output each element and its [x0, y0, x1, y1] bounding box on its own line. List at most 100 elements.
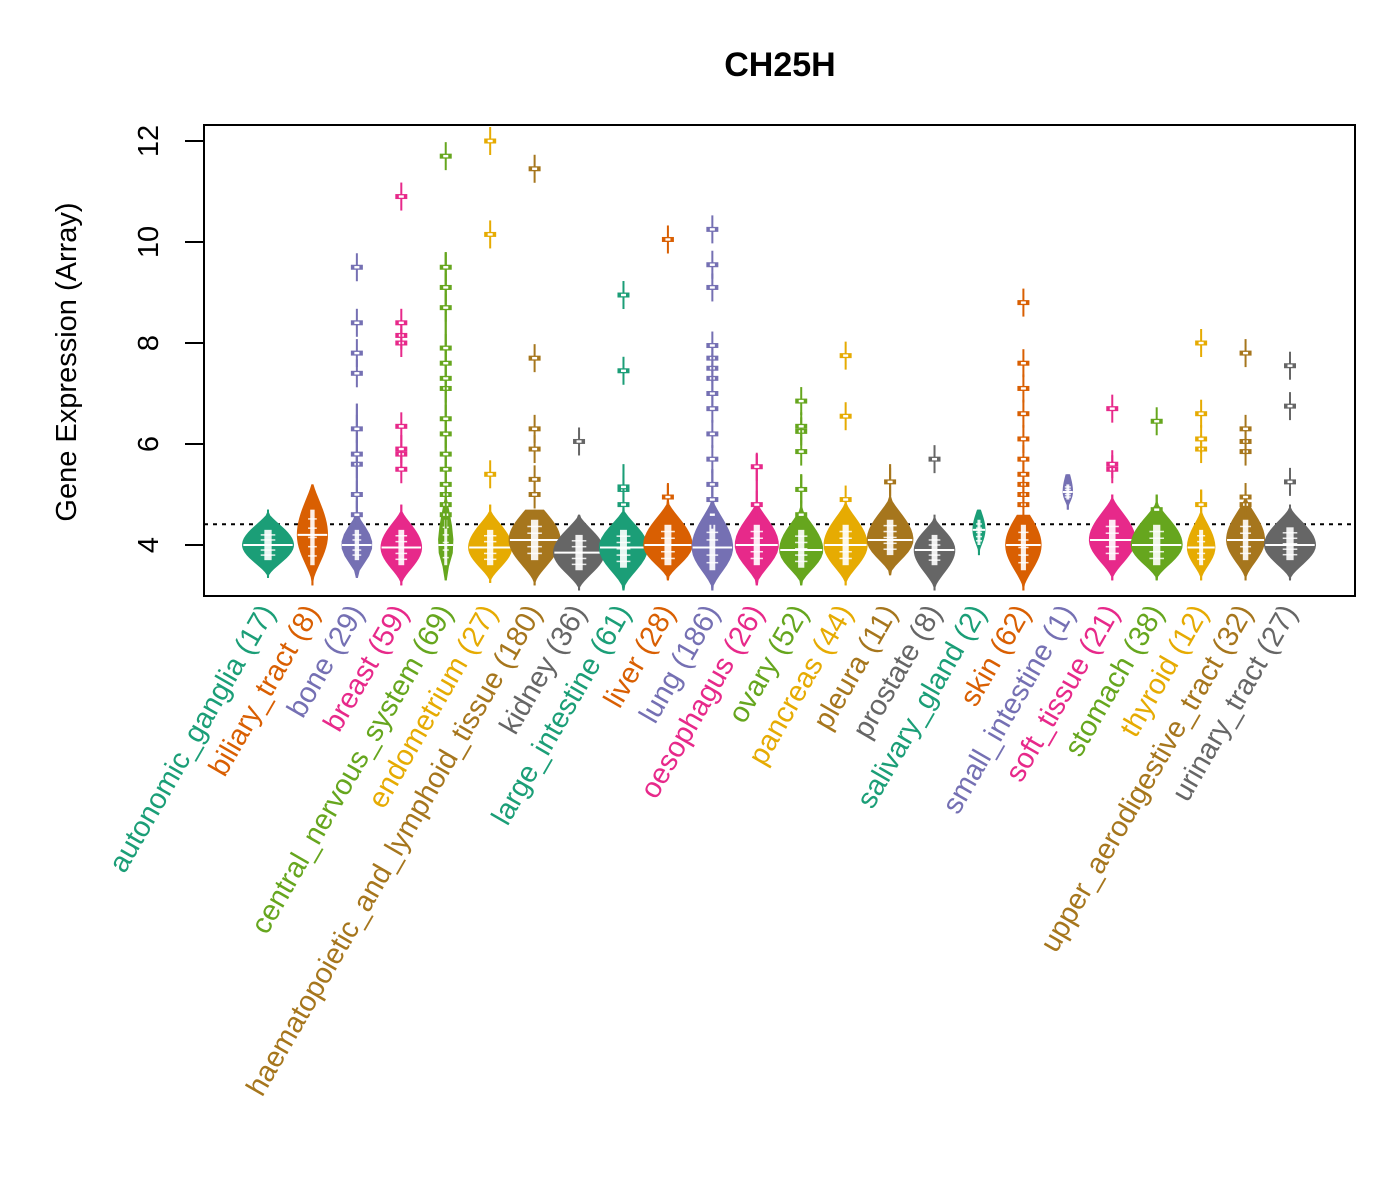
violins	[242, 127, 1316, 591]
outlier-center	[1287, 480, 1293, 484]
outlier-point	[1150, 407, 1163, 436]
outlier-center	[620, 503, 626, 506]
outlier-point	[1150, 495, 1163, 524]
outlier-center	[709, 228, 715, 231]
outlier-center	[798, 399, 804, 403]
outlier-center	[532, 447, 538, 451]
outlier-center	[709, 344, 715, 347]
outlier-center	[532, 493, 538, 496]
outlier-center	[1020, 387, 1026, 390]
outlier-center	[1154, 508, 1160, 511]
outlier-center	[443, 432, 449, 436]
outlier-center	[843, 354, 849, 357]
outlier-point	[528, 414, 541, 443]
outlier-point	[1284, 392, 1296, 421]
outlier-point	[395, 412, 408, 441]
outlier-point	[528, 344, 541, 373]
outlier-point	[1106, 394, 1119, 423]
outlier-center	[1198, 437, 1204, 441]
outlier-point	[928, 445, 941, 474]
outlier-center	[443, 362, 449, 365]
outlier-center	[532, 427, 538, 431]
outlier-point	[439, 253, 452, 282]
y-tick-label: 12	[133, 125, 165, 157]
outlier-point	[1195, 399, 1208, 428]
outlier-center	[354, 513, 360, 516]
outlier-center	[709, 392, 715, 395]
outlier-center	[354, 321, 360, 324]
outlier-center	[754, 503, 760, 506]
outlier-center	[709, 513, 715, 516]
outlier-center	[709, 432, 715, 436]
outlier-center	[709, 483, 715, 486]
outlier-point	[528, 465, 541, 494]
outlier-point	[617, 472, 630, 501]
y-tick-label: 10	[133, 226, 165, 258]
violin-lung	[691, 215, 734, 591]
violin-breast	[380, 182, 423, 586]
violin-biliary-tract	[296, 484, 329, 586]
outlier-point	[1239, 414, 1252, 443]
outlier-center	[798, 425, 804, 428]
outlier-center	[487, 139, 493, 143]
outlier-center	[532, 478, 538, 481]
outlier-point	[350, 440, 363, 469]
outlier-point	[1239, 339, 1252, 368]
outlier-point	[706, 331, 719, 360]
outlier-point	[1195, 490, 1208, 519]
outlier-point	[706, 250, 719, 279]
outlier-point	[1017, 288, 1030, 317]
y-tick-label: 8	[133, 335, 165, 351]
violin-salivary-gland	[972, 509, 986, 556]
outlier-center	[443, 286, 449, 289]
outlier-center	[665, 495, 671, 499]
outlier-point	[750, 490, 763, 519]
violin-small-intestine	[1062, 474, 1074, 510]
outlier-center	[709, 457, 715, 461]
violin-haematopoietic-and-lymphoid-tissue	[508, 154, 561, 586]
outlier-center	[798, 513, 804, 516]
outlier-center	[1287, 364, 1293, 367]
violin-central-nervous-system	[438, 142, 454, 581]
outlier-point	[439, 334, 452, 363]
violin-autonomic-ganglia	[242, 509, 294, 578]
outlier-point	[706, 470, 719, 499]
outlier-point	[395, 182, 408, 211]
violin-upper-aerodigestive-tract	[1226, 339, 1266, 581]
outlier-center	[754, 465, 760, 468]
outlier-center	[1243, 427, 1249, 431]
outlier-center	[798, 450, 804, 453]
outlier-center	[354, 452, 360, 456]
outlier-center	[620, 369, 626, 372]
violin-liver	[643, 225, 693, 581]
outlier-center	[1020, 437, 1026, 441]
outlier-center	[887, 480, 893, 484]
outlier-center	[798, 488, 804, 491]
outlier-center	[354, 351, 360, 355]
outlier-point	[1284, 351, 1296, 380]
outlier-center	[443, 346, 449, 350]
outlier-center	[1109, 407, 1115, 410]
y-tick-label: 4	[133, 537, 165, 553]
outlier-center	[487, 233, 493, 236]
outlier-center	[576, 440, 582, 443]
outlier-point	[350, 308, 363, 337]
outlier-center	[1020, 473, 1026, 476]
outlier-point	[1017, 399, 1030, 428]
outlier-point	[395, 308, 408, 337]
outlier-center	[1154, 420, 1160, 423]
outlier-point	[795, 500, 808, 529]
violin-endometrium	[468, 127, 513, 583]
outlier-point	[1195, 424, 1208, 453]
outlier-point	[706, 445, 719, 474]
violin-pancreas	[823, 341, 868, 586]
outlier-point	[795, 412, 808, 441]
outlier-center	[354, 266, 360, 269]
outlier-point	[617, 281, 630, 310]
outlier-point	[1195, 329, 1208, 357]
outlier-point	[350, 414, 363, 443]
outlier-center	[398, 321, 404, 324]
outlier-center	[620, 485, 626, 489]
outlier-center	[354, 427, 360, 431]
outlier-center	[709, 498, 715, 501]
